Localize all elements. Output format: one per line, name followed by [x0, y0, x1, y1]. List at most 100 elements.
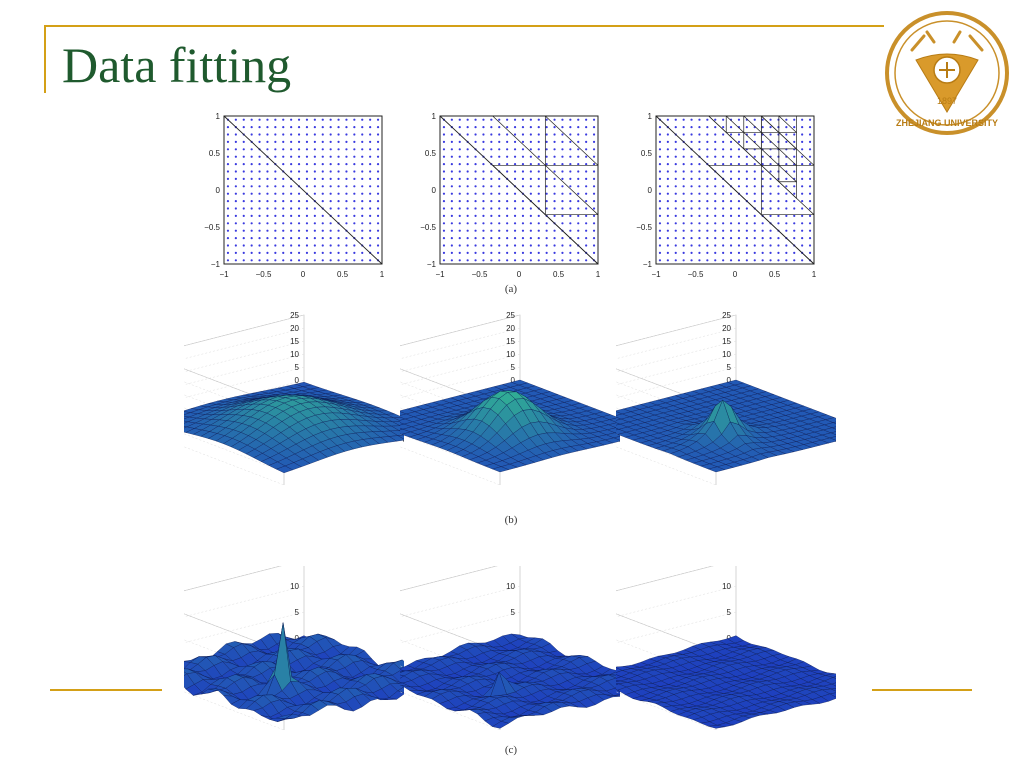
data-point [506, 229, 509, 232]
data-point [592, 163, 596, 166]
data-point [674, 155, 677, 158]
data-point [690, 185, 693, 188]
data-point [313, 170, 316, 173]
data-point [258, 140, 261, 143]
data-point [266, 192, 269, 195]
data-point [376, 200, 380, 203]
z-tick-label: 20 [506, 324, 515, 333]
data-point [321, 259, 324, 262]
data-point [521, 200, 525, 203]
data-point [258, 192, 261, 195]
data-point [592, 118, 596, 121]
grid-line [184, 366, 305, 460]
data-point [737, 251, 741, 254]
data-point [290, 222, 293, 225]
data-point [490, 200, 493, 203]
data-point [545, 222, 548, 225]
data-point [250, 214, 253, 217]
data-point [258, 207, 261, 210]
data-point [793, 207, 796, 210]
data-point [553, 126, 556, 129]
data-point [482, 214, 485, 217]
data-point [353, 177, 356, 180]
data-point [337, 200, 340, 203]
data-point [369, 118, 372, 121]
data-point [458, 222, 461, 225]
data-point [682, 126, 685, 129]
data-point [369, 148, 372, 151]
data-point [674, 244, 677, 247]
data-point [458, 237, 461, 240]
x-tick-label: 0 [301, 270, 306, 279]
data-point [321, 133, 324, 136]
data-point [529, 118, 532, 121]
data-point [761, 237, 764, 240]
data-point [658, 185, 662, 188]
grid-line [184, 340, 305, 434]
data-point [785, 177, 788, 180]
data-point [729, 170, 733, 173]
data-point [242, 148, 245, 151]
data-point [585, 185, 588, 188]
data-point [577, 170, 580, 173]
data-point [250, 251, 253, 254]
surface-cell [831, 426, 836, 430]
data-point [442, 192, 446, 195]
data-point [569, 133, 572, 136]
data-point [706, 192, 709, 195]
data-point [376, 251, 380, 254]
data-point [337, 192, 340, 195]
data-point [242, 177, 245, 180]
data-point [592, 148, 596, 151]
data-point [690, 163, 693, 166]
data-point [706, 170, 709, 173]
data-point [585, 126, 588, 129]
surface-cell [491, 721, 510, 729]
data-point [513, 148, 517, 151]
data-point [753, 229, 756, 232]
data-point [793, 140, 796, 143]
data-point [706, 244, 709, 247]
surface-cell [831, 682, 836, 687]
data-point [529, 229, 532, 232]
surface-cell [829, 436, 836, 441]
data-point [369, 133, 372, 136]
surface-cell [276, 713, 293, 719]
data-point [329, 140, 332, 143]
data-point [674, 192, 677, 195]
data-point [329, 148, 332, 151]
data-point [521, 148, 525, 151]
data-point [698, 140, 701, 143]
data-point [266, 244, 269, 247]
data-point [537, 200, 540, 203]
data-point [745, 163, 748, 166]
data-point [722, 118, 725, 121]
data-point [297, 163, 301, 166]
data-point [450, 118, 453, 121]
data-point [658, 177, 662, 180]
data-point [808, 155, 812, 158]
data-point [266, 214, 269, 217]
data-point [226, 155, 230, 158]
data-point [521, 207, 525, 210]
data-point [690, 259, 693, 262]
data-point [682, 148, 685, 151]
data-point [666, 170, 669, 173]
surface-cell [613, 436, 620, 441]
data-point [793, 229, 796, 232]
data-point [561, 133, 564, 136]
data-point [329, 237, 332, 240]
z-tick-label: 5 [511, 608, 516, 617]
data-point [753, 163, 756, 166]
data-point [529, 207, 532, 210]
data-point [561, 126, 564, 129]
data-point [561, 214, 564, 217]
data-point [442, 155, 446, 158]
x-tick-label: 0 [517, 270, 522, 279]
data-point [553, 163, 556, 166]
data-point [442, 163, 446, 166]
data-point [714, 148, 717, 151]
data-point [290, 229, 293, 232]
data-point [369, 140, 372, 143]
data-point [737, 118, 741, 121]
